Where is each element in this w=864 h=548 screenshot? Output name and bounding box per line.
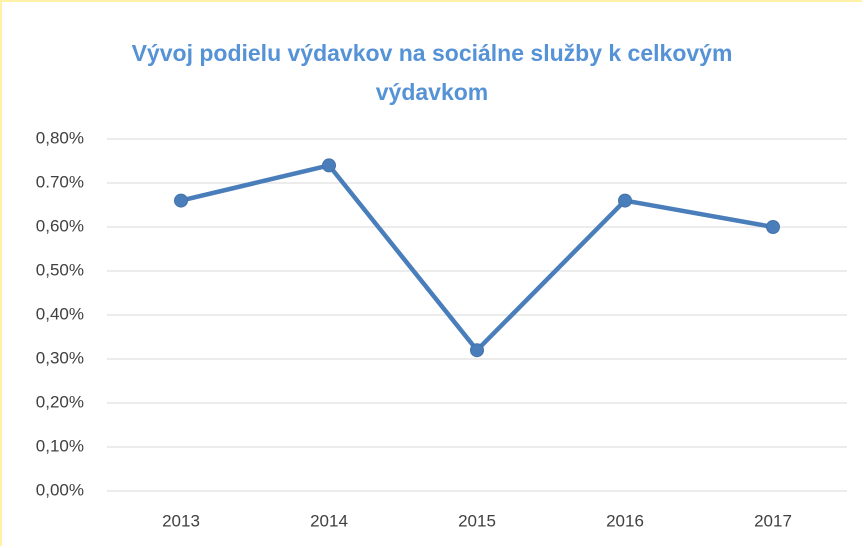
y-tick-label: 0,20% [36, 392, 84, 411]
x-tick-label: 2014 [310, 511, 348, 530]
marker [766, 220, 780, 234]
marker [618, 193, 632, 208]
y-tick-label: 0,60% [36, 216, 84, 235]
x-tick-label: 2017 [754, 511, 792, 530]
y-tick-label: 0,10% [36, 436, 84, 455]
y-tick-label: 0.70% [36, 172, 84, 191]
chart-title: Vývoj podielu výdavkov na sociálne služb… [131, 40, 733, 105]
y-tick-label: 0,80% [36, 128, 84, 147]
y-tick-label: 0,30% [36, 348, 84, 367]
y-tick-label: 0,50% [36, 260, 84, 279]
x-tick-label: 2013 [162, 511, 200, 530]
line [180, 163, 774, 353]
marker [322, 158, 336, 173]
x-tick-label: 2015 [458, 511, 496, 530]
y-tick-label: 0,40% [36, 304, 84, 323]
x-tick-label: 2016 [606, 511, 644, 530]
marker [174, 193, 188, 208]
y-tick-label: 0,00% [36, 480, 84, 499]
marker [470, 343, 484, 358]
